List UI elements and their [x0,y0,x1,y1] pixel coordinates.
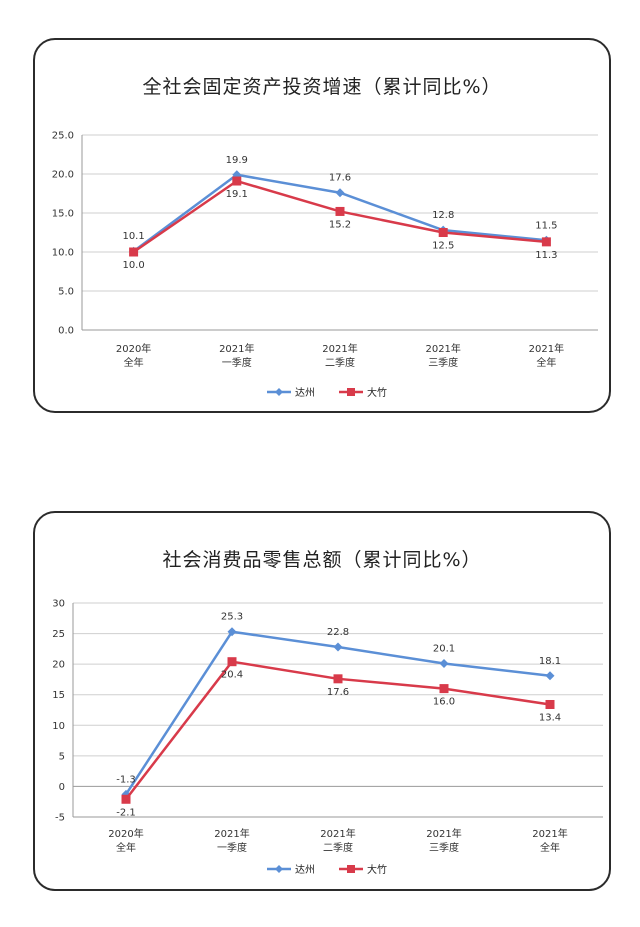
chart-panel-retail: 社会消费品零售总额（累计同比%） -5 0 5 10 15 20 25 30 2020年 全年 20… [33,511,611,891]
data-point [439,659,449,669]
x-tick-label: 2021年 [320,827,355,840]
data-label: -1.3 [116,774,136,785]
x-tick-label: 2021年 [322,342,357,355]
legend-label: 达州 [295,387,315,399]
data-point [227,627,237,637]
legend-marker [275,865,283,873]
x-tick-label: 2020年 [116,342,151,355]
x-tick-label: 全年 [116,841,136,854]
legend-label: 大竹 [367,863,387,876]
x-tick-label: 2021年 [532,827,567,840]
x-tick-label: 三季度 [428,356,458,369]
data-label: 20.1 [433,644,455,655]
y-tick-label: 25 [52,629,65,640]
x-tick-label: 2021年 [426,827,461,840]
data-label: 15.2 [329,219,351,230]
chart-title: 全社会固定资产投资增速（累计同比%） [142,76,502,98]
data-point [545,671,555,681]
data-label: 11.3 [535,250,557,261]
x-tick-label: 2021年 [214,827,249,840]
data-point [335,188,345,198]
x-tick-label: 2021年 [425,342,460,355]
y-tick-label: 20 [52,660,65,671]
y-tick-label: 10.0 [52,248,74,259]
x-tick-label: 2021年 [529,342,564,355]
y-tick-label: 5.0 [58,287,74,298]
y-tick-label: 30 [52,599,65,610]
data-label: 18.1 [539,656,561,667]
y-tick-label: 0 [59,782,65,793]
x-tick-label: 一季度 [222,356,252,369]
x-tick-label: 全年 [536,356,556,369]
data-point [232,176,242,186]
y-tick-label: 0.0 [58,326,74,337]
x-tick-label: 2020年 [108,827,143,840]
x-tick-label: 一季度 [217,841,247,854]
chart-retail-sales-growth: -50510152025302020年全年2021年一季度2021年二季度202… [52,599,603,876]
legend-label: 大竹 [367,386,387,399]
data-label: 19.9 [226,155,248,166]
legend-label: 达州 [295,864,315,876]
data-label: 12.8 [432,210,454,221]
data-label: 12.5 [432,241,454,252]
data-label: 13.4 [539,712,561,723]
x-tick-label: 全年 [540,841,560,854]
data-label: 11.5 [535,220,557,231]
data-point [227,657,237,667]
data-label: 20.4 [221,670,243,681]
data-point [545,699,555,709]
legend-marker [347,865,355,873]
y-tick-label: 5 [59,751,65,762]
data-point [121,794,131,804]
y-tick-label: -5 [55,813,65,824]
y-tick-label: 15.0 [52,209,74,220]
x-tick-label: 二季度 [323,841,353,854]
data-label: 22.8 [327,627,349,638]
chart-title: 社会消费品零售总额（累计同比%） [162,549,482,571]
data-point [129,247,139,257]
data-label: 16.0 [433,697,455,708]
data-point [335,206,345,216]
data-label: 10.1 [122,231,144,242]
data-label: 10.0 [122,260,144,271]
y-tick-label: 20.0 [52,170,74,181]
x-tick-label: 三季度 [429,841,459,854]
data-point [333,674,343,684]
data-label: 17.6 [329,173,351,184]
data-label: -2.1 [116,807,136,818]
data-label: 17.6 [327,687,349,698]
series-line-dazhou [124,630,551,796]
data-point [439,684,449,694]
data-label: 25.3 [221,612,243,623]
legend-marker [275,388,283,396]
chart-panel-investment: 全社会固定资产投资增速（累计同比%） 0.0 5.0 10.0 15.0 20.0 25.… [33,38,611,413]
x-tick-label: 二季度 [325,356,355,369]
chart-investment-growth: 0.05.010.015.020.025.02020年全年2021年一季度202… [52,131,598,399]
y-tick-label: 15 [52,690,65,701]
legend-marker [347,388,355,396]
data-point [438,228,448,237]
data-point [333,642,343,652]
data-label: 19.1 [226,189,248,200]
x-tick-label: 2021年 [219,342,254,355]
data-point [541,237,551,247]
y-tick-label: 10 [52,721,65,732]
x-tick-label: 全年 [124,356,144,369]
y-tick-label: 25.0 [52,131,74,142]
